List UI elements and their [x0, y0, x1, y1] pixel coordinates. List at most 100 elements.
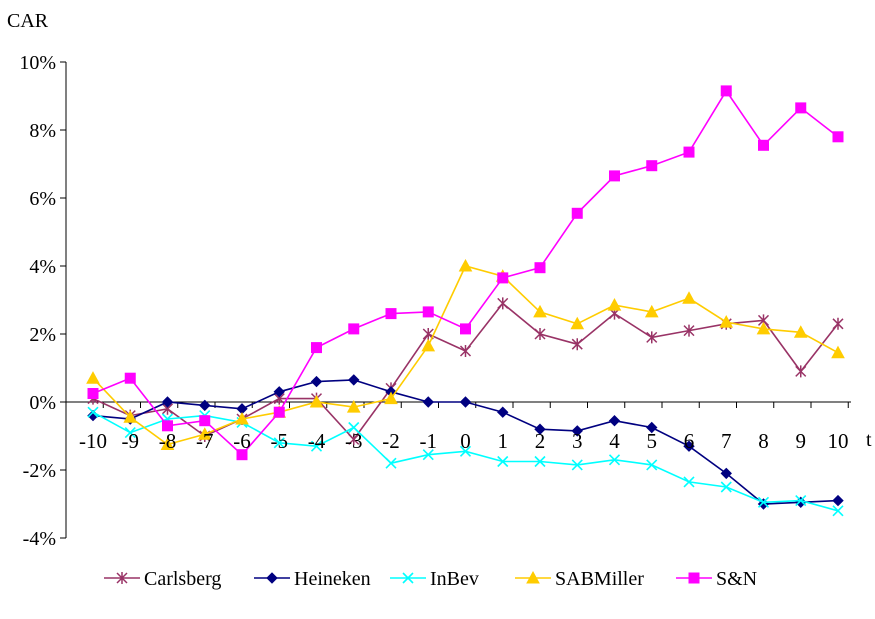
- data-point-heineken: [571, 425, 583, 437]
- data-point-heineken: [646, 421, 658, 434]
- legend-item-sabmiller: SABMiller: [515, 568, 644, 590]
- data-point-s-n: [534, 262, 546, 274]
- data-point-s-n: [385, 308, 397, 320]
- legend-label: InBev: [430, 568, 479, 590]
- x-tick-label: 6: [684, 429, 695, 453]
- y-tick-label: -2%: [23, 460, 56, 482]
- data-point-inbev: [646, 459, 658, 471]
- data-point-inbev: [571, 459, 583, 471]
- legend-label: SABMiller: [555, 568, 644, 590]
- x-tick-label: 1: [498, 429, 509, 453]
- data-point-sabmiller: [421, 338, 436, 352]
- x-tick-label: -10: [79, 429, 107, 453]
- y-tick-label: 2%: [29, 324, 56, 346]
- data-point-inbev: [720, 481, 732, 493]
- legend-item-heineken: Heineken: [254, 568, 371, 590]
- data-point-s-n: [758, 139, 769, 151]
- data-point-sabmiller: [644, 304, 659, 318]
- data-point-heineken: [273, 386, 285, 398]
- x-tick-label: 10: [828, 429, 849, 453]
- data-point-s-n: [795, 102, 807, 114]
- legend-item-s-n: S&N: [676, 568, 757, 590]
- data-point-inbev: [459, 445, 472, 457]
- y-tick-label: 6%: [29, 188, 56, 210]
- data-point-sabmiller: [197, 427, 212, 440]
- data-point-inbev: [273, 437, 285, 449]
- data-point-sabmiller: [235, 411, 249, 425]
- x-tick-label: 5: [647, 429, 658, 453]
- data-point-carlsberg: [683, 324, 695, 337]
- data-point-s-n: [236, 449, 248, 461]
- legend: Carlsberg Heineken InBev SABMiller S&N: [104, 568, 757, 590]
- legend-label: Heineken: [294, 568, 371, 590]
- y-tick-label: 10%: [19, 52, 56, 74]
- data-point-heineken: [199, 399, 211, 412]
- x-tick-label: -7: [196, 429, 214, 453]
- x-tick-label: 4: [609, 429, 620, 453]
- data-point-inbev: [608, 454, 621, 466]
- data-point-heineken: [348, 374, 360, 386]
- data-point-sabmiller: [719, 315, 734, 328]
- x-tick-label: 9: [796, 429, 807, 453]
- data-point-inbev: [124, 427, 136, 439]
- data-point-heineken: [720, 467, 732, 480]
- data-point-s-n: [683, 146, 695, 158]
- series-s-n: [87, 85, 844, 461]
- x-tick-label: -3: [345, 429, 363, 453]
- data-point-inbev: [832, 505, 844, 517]
- data-point-carlsberg: [832, 317, 844, 330]
- data-point-s-n: [87, 388, 99, 399]
- data-point-inbev: [757, 496, 770, 508]
- data-point-inbev: [795, 495, 807, 507]
- data-point-s-n: [646, 160, 658, 172]
- data-point-s-n: [199, 415, 211, 427]
- legend-item-inbev: InBev: [390, 568, 479, 590]
- data-point-s-n: [571, 207, 583, 219]
- y-tick-label: 8%: [29, 120, 56, 142]
- y-tick-label: 0%: [29, 392, 56, 414]
- data-point-sabmiller: [123, 410, 138, 423]
- x-tick-label: 3: [572, 429, 583, 453]
- data-point-s-n: [162, 420, 173, 432]
- data-point-s-n: [124, 372, 136, 384]
- x-tick-label: 0: [460, 429, 471, 453]
- x-tick-label: -8: [159, 429, 177, 453]
- data-point-carlsberg: [534, 328, 546, 340]
- x-tick-label: -2: [382, 429, 400, 453]
- data-point-heineken: [832, 494, 844, 507]
- y-tick-label: 4%: [29, 256, 56, 278]
- data-point-sabmiller: [384, 391, 398, 405]
- legend-marker: [266, 572, 278, 584]
- x-tick-label: 7: [721, 429, 732, 453]
- data-point-inbev: [348, 421, 360, 434]
- data-point-s-n: [311, 342, 322, 354]
- data-point-heineken: [534, 423, 546, 435]
- x-axis-label: t: [866, 429, 872, 451]
- data-point-s-n: [720, 85, 732, 97]
- legend-label: S&N: [716, 568, 757, 590]
- data-point-sabmiller: [756, 321, 771, 335]
- data-point-inbev: [87, 406, 99, 418]
- y-axis-label: CAR: [7, 10, 49, 32]
- series-layer: [86, 85, 845, 517]
- data-point-sabmiller: [309, 394, 324, 408]
- data-point-sabmiller: [682, 291, 696, 304]
- data-point-carlsberg: [795, 365, 807, 378]
- data-point-carlsberg: [348, 433, 360, 446]
- data-point-s-n: [832, 131, 844, 143]
- data-point-sabmiller: [160, 437, 175, 450]
- data-point-sabmiller: [607, 298, 622, 311]
- data-point-heineken: [310, 375, 323, 388]
- legend-marker: [688, 572, 700, 584]
- series-line-inbev: [92, 411, 839, 512]
- data-point-sabmiller: [831, 345, 845, 359]
- data-point-heineken: [161, 396, 174, 408]
- x-tick-label: -5: [271, 429, 289, 453]
- x-tick-label: -6: [233, 429, 251, 453]
- data-point-carlsberg: [497, 297, 509, 310]
- data-point-heineken: [497, 406, 509, 418]
- data-point-heineken: [608, 414, 621, 427]
- data-point-sabmiller: [458, 258, 473, 272]
- data-point-inbev: [385, 457, 397, 469]
